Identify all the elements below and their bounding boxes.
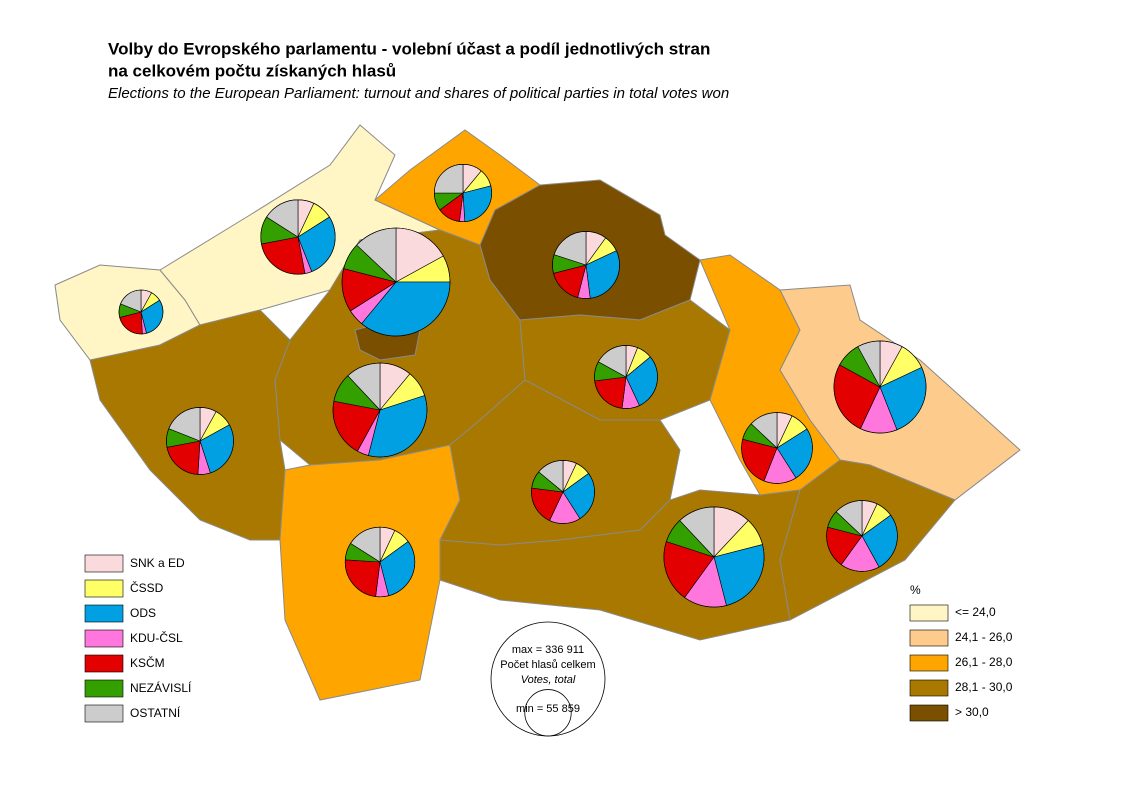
party-swatch (84, 679, 124, 698)
size-legend-min-label: min = 55 859 (516, 703, 580, 715)
title-line2: na celkovém počtu získaných hlasů (108, 61, 396, 80)
turnout-swatch (909, 629, 949, 647)
turnout-swatch (909, 654, 949, 672)
turnout-swatch (909, 679, 949, 697)
pie-outline (552, 231, 620, 299)
pie-outline (663, 506, 765, 608)
pies (118, 164, 927, 608)
pie-outline (344, 526, 416, 598)
party-swatch (84, 704, 124, 723)
party-label: OSTATNÍ (130, 705, 181, 720)
pie-outline (341, 227, 451, 337)
pie-outline (531, 460, 595, 524)
legends: SNK a ED ČSSD ODS KDU-ČSL KSČM NEZÁVISLÍ OSTAT… (84, 554, 1013, 737)
title: Volby do Evropského parlamentu - volební… (108, 39, 710, 58)
subtitle: Elections to the European Parliament: tu… (108, 85, 729, 102)
pie-outline (594, 345, 658, 409)
turnout-swatch (909, 704, 949, 722)
size-legend-caption: Počet hlasů celkem (500, 659, 595, 671)
pie-outline (741, 412, 813, 484)
pie-outline (332, 362, 428, 458)
party-label: ČSSD (130, 580, 164, 595)
turnout-label: > 30,0 (955, 705, 989, 719)
turnout-swatch (909, 604, 949, 622)
party-label: KDU-ČSL (130, 630, 183, 645)
party-label: ODS (130, 606, 156, 620)
pie-outline (118, 289, 164, 335)
turnout-label: 24,1 - 26,0 (955, 630, 1013, 644)
pie-outline (826, 500, 898, 572)
party-swatch (84, 579, 124, 598)
pie-outline (434, 164, 492, 222)
size-legend-min (524, 689, 572, 737)
party-label: KSČM (130, 655, 165, 670)
pie-outline (833, 340, 927, 434)
turnout-label: 26,1 - 28,0 (955, 655, 1013, 669)
party-label: NEZÁVISLÍ (130, 680, 192, 695)
pie-outline (166, 407, 234, 475)
party-swatch (84, 604, 124, 623)
party-swatch (84, 629, 124, 648)
turnout-label: 28,1 - 30,0 (955, 680, 1013, 694)
size-legend-max-label: max = 336 911 (512, 644, 584, 656)
party-swatch (84, 654, 124, 673)
party-label: SNK a ED (130, 556, 185, 570)
party-swatch (84, 554, 124, 573)
pie-outline (260, 199, 336, 275)
turnout-legend-title: % (910, 583, 921, 597)
turnout-label: <= 24,0 (955, 605, 996, 619)
size-legend-caption-en: Votes, total (521, 674, 576, 686)
